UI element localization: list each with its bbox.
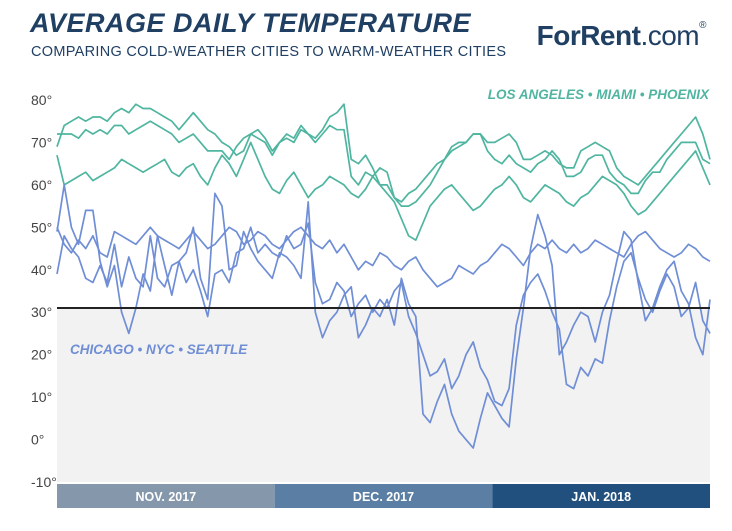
y-tick-label: 10° (31, 389, 52, 405)
warm-cities-label: LOS ANGELES • MIAMI • PHOENIX (488, 87, 710, 102)
logo-suffix: .com (640, 20, 700, 51)
y-tick-label: 70° (31, 134, 52, 150)
y-tick-label: 0° (31, 432, 44, 448)
logo-brand: ForRent (536, 20, 641, 51)
y-tick-label: -10° (31, 474, 57, 490)
y-tick-label: 50° (31, 219, 52, 235)
forrent-logo: ForRent.com® (536, 20, 707, 52)
cold-zone-background (57, 307, 710, 482)
month-band-2 (274, 484, 493, 508)
y-tick-label: 20° (31, 347, 52, 363)
cold-cities-label: CHICAGO • NYC • SEATTLE (70, 342, 248, 357)
y-tick-label: 40° (31, 262, 52, 278)
month-band-3 (492, 484, 710, 508)
month-band-1 (57, 484, 275, 508)
y-tick-label: 30° (31, 304, 52, 320)
logo-registered-mark: ® (699, 20, 706, 31)
chart-subtitle: COMPARING COLD-WEATHER CITIES TO WARM-WE… (31, 44, 507, 60)
series-line-cold-5 (56, 222, 711, 407)
y-tick-label: 60° (31, 177, 52, 193)
month-label: JAN. 2018 (571, 490, 631, 504)
series-line-warm-1 (56, 103, 711, 207)
month-label: NOV. 2017 (135, 490, 196, 504)
chart-title: AVERAGE DAILY TEMPERATURE (30, 8, 472, 38)
month-label: DEC. 2017 (353, 490, 414, 504)
series-line-warm-2 (57, 120, 711, 203)
series-line-warm-3 (56, 141, 711, 241)
y-tick-label: 80° (31, 92, 52, 108)
series-line-cold-4 (56, 226, 711, 288)
